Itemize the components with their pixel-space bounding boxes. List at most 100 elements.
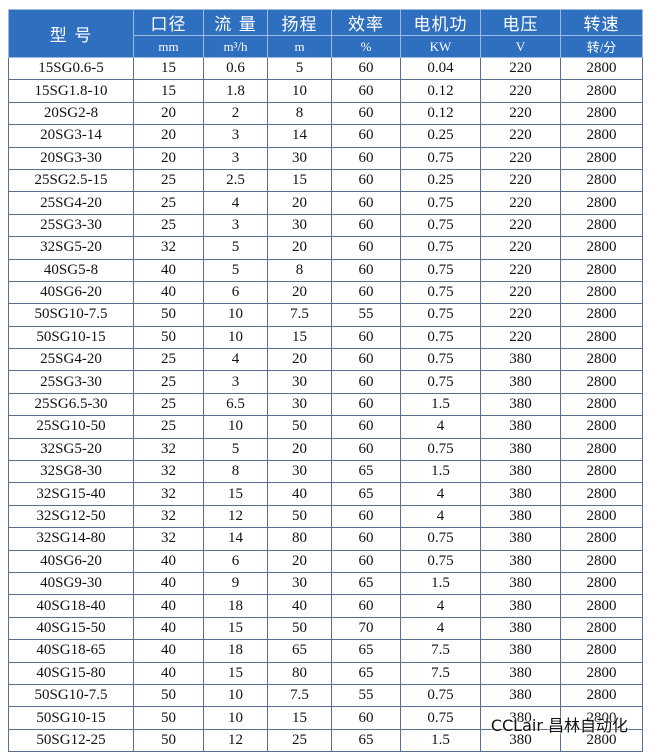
value-cell: 60 (331, 280, 401, 305)
column-unit: m³/h (203, 35, 268, 58)
value-cell: 50 (267, 415, 332, 439)
value-cell: 60 (331, 101, 401, 126)
model-cell: 50SG10-7.5 (8, 683, 134, 708)
value-cell: 40 (133, 639, 204, 663)
value-cell: 15 (267, 168, 332, 193)
value-cell: 20 (133, 146, 204, 170)
spec-table: 型 号口径流 量扬程 效率 电机功 电压 转速 mm m³/h m% KW V 转/分 15SG0… (8, 9, 643, 753)
value-cell: 60 (331, 236, 401, 260)
value-cell: 0.75 (400, 348, 481, 372)
value-cell: 32 (133, 460, 204, 484)
value-cell: 14 (267, 124, 332, 148)
column-header: 效率 (331, 9, 401, 36)
value-cell: 20 (267, 437, 332, 462)
table-row: 32SG5-20 32 5 20 60 0.75 380 2800 (8, 437, 643, 462)
value-cell: 2800 (560, 571, 643, 596)
value-cell: 0.12 (400, 79, 481, 103)
value-cell: 220 (480, 325, 561, 350)
value-cell: 220 (480, 213, 561, 238)
value-cell: 40 (133, 571, 204, 596)
value-cell: 12 (203, 728, 268, 753)
value-cell: 32 (133, 504, 204, 529)
value-cell: 10 (203, 415, 268, 439)
column-unit: mm (133, 35, 204, 58)
value-cell: 3 (203, 370, 268, 394)
value-cell: 1.8 (203, 79, 268, 103)
table-row: 15SG0.6-5 15 0.6 5 60 0.04 220 2800 (8, 56, 643, 81)
value-cell: 2800 (560, 504, 643, 529)
watermark: CCLair 昌林自动化 (490, 716, 628, 735)
value-cell: 2800 (560, 325, 643, 350)
value-cell: 32 (133, 236, 204, 260)
value-cell: 3 (203, 213, 268, 238)
value-cell: 60 (331, 124, 401, 148)
value-cell: 80 (267, 527, 332, 551)
model-cell: 20SG2-8 (8, 101, 134, 126)
value-cell: 220 (480, 124, 561, 148)
value-cell: 25 (133, 392, 204, 417)
value-cell: 6 (203, 549, 268, 573)
value-cell: 10 (203, 303, 268, 327)
value-cell: 55 (331, 303, 401, 327)
table-row: 20SG3-30 20 3 30 60 0.75 220 2800 (8, 146, 643, 170)
value-cell: 0.25 (400, 168, 481, 193)
value-cell: 25 (133, 348, 204, 372)
model-cell: 50SG10-15 (8, 325, 134, 350)
model-cell: 40SG6-20 (8, 549, 134, 573)
value-cell: 2800 (560, 236, 643, 260)
model-cell: 25SG3-30 (8, 370, 134, 394)
value-cell: 65 (331, 460, 401, 484)
value-cell: 20 (267, 280, 332, 305)
column-header: 电机功 (400, 9, 481, 36)
model-cell: 32SG12-50 (8, 504, 134, 529)
value-cell: 2800 (560, 683, 643, 708)
value-cell: 60 (331, 213, 401, 238)
value-cell: 380 (480, 549, 561, 573)
value-cell: 2800 (560, 549, 643, 573)
value-cell: 3 (203, 124, 268, 148)
model-cell: 25SG2.5-15 (8, 168, 134, 193)
value-cell: 220 (480, 236, 561, 260)
column-header: 流 量 (203, 9, 268, 36)
value-cell: 1.5 (400, 392, 481, 417)
value-cell: 1.5 (400, 571, 481, 596)
value-cell: 15 (267, 706, 332, 730)
value-cell: 12 (203, 504, 268, 529)
value-cell: 25 (133, 213, 204, 238)
value-cell: 0.04 (400, 56, 481, 81)
value-cell: 60 (331, 370, 401, 394)
value-cell: 0.75 (400, 683, 481, 708)
value-cell: 0.75 (400, 549, 481, 573)
value-cell: 15 (133, 79, 204, 103)
value-cell: 65 (331, 728, 401, 753)
value-cell: 4 (400, 616, 481, 641)
value-cell: 380 (480, 370, 561, 394)
model-cell: 40SG15-80 (8, 661, 134, 685)
value-cell: 0.75 (400, 146, 481, 170)
value-cell: 8 (267, 258, 332, 282)
value-cell: 50 (133, 303, 204, 327)
value-cell: 2800 (560, 661, 643, 685)
table-row: 40SG5-8 40 5 8 60 0.75 220 2800 (8, 258, 643, 282)
value-cell: 40 (267, 594, 332, 618)
table-row: 40SG18-40 40 18 40 60 4 380 2800 (8, 594, 643, 618)
value-cell: 380 (480, 504, 561, 529)
value-cell: 50 (133, 683, 204, 708)
model-cell: 40SG18-40 (8, 594, 134, 618)
table-row: 32SG5-20 32 5 20 60 0.75 220 2800 (8, 236, 643, 260)
table-header: 型 号口径流 量扬程 效率 电机功 电压 转速 mm m³/h m% KW V 转/分 (8, 9, 643, 58)
value-cell: 380 (480, 571, 561, 596)
value-cell: 4 (203, 191, 268, 215)
value-cell: 50 (267, 504, 332, 529)
model-cell: 32SG14-80 (8, 527, 134, 551)
value-cell: 30 (267, 146, 332, 170)
value-cell: 20 (133, 124, 204, 148)
table-row: 40SG18-65 40 18 65 65 7.5 380 2800 (8, 639, 643, 663)
value-cell: 60 (331, 79, 401, 103)
model-cell: 25SG10-50 (8, 415, 134, 439)
model-cell: 25SG4-20 (8, 191, 134, 215)
value-cell: 60 (331, 146, 401, 170)
value-cell: 10 (203, 325, 268, 350)
value-cell: 380 (480, 728, 561, 753)
